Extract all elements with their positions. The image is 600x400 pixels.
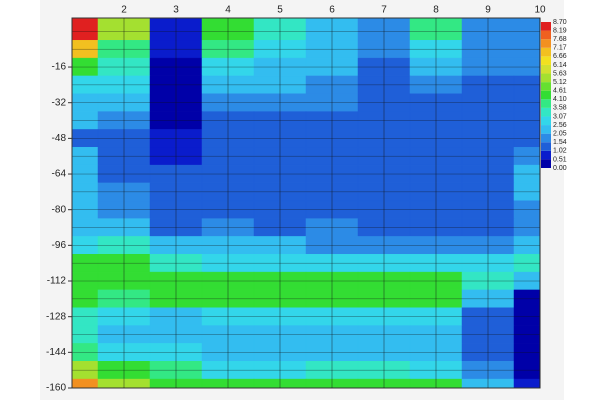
colorbar-label: 7.68 (553, 36, 567, 43)
y-tick-label: -16 (52, 62, 67, 73)
colorbar-label: 2.56 (553, 122, 567, 129)
colorbar-label: 0.51 (553, 156, 567, 163)
colorbar-swatch (541, 133, 551, 143)
colorbar-label: 1.54 (553, 139, 567, 146)
colorbar-label: 0.00 (553, 165, 567, 172)
colorbar-swatch (541, 116, 551, 126)
colorbar-label: 3.07 (553, 113, 567, 120)
colorbar-swatch (541, 125, 551, 134)
colorbar-label: 1.02 (553, 148, 567, 155)
x-tick-label: 6 (329, 5, 335, 16)
colorbar-label: 8.19 (553, 27, 567, 34)
x-tick-label: 4 (225, 5, 231, 16)
y-tick-label: -128 (46, 311, 66, 322)
x-tick-label: 8 (433, 5, 439, 16)
y-tick-label: -64 (52, 169, 67, 180)
y-tick-label: -96 (52, 240, 67, 251)
colorbar-label: 6.66 (553, 53, 567, 60)
colorbar-swatch (541, 142, 551, 151)
colorbar-swatch (541, 90, 551, 100)
x-tick-label: 7 (381, 5, 387, 16)
x-tick-label: 10 (534, 5, 546, 16)
contour-cell (513, 378, 541, 389)
colorbar-swatch (541, 56, 551, 65)
colorbar-swatch (541, 64, 551, 74)
colorbar-swatch (541, 150, 551, 160)
y-tick-label: -112 (47, 276, 67, 287)
colorbar-swatch (541, 39, 551, 48)
colorbar-label: 7.17 (553, 45, 567, 52)
colorbar-label: 4.61 (553, 88, 567, 95)
colorbar-label: 8.70 (553, 19, 567, 26)
colorbar-swatch (541, 82, 551, 91)
colorbar-label: 4.10 (553, 96, 567, 103)
colorbar-label: 2.05 (553, 130, 567, 137)
colorbar-swatch (541, 22, 551, 31)
y-tick-label: -48 (52, 133, 67, 144)
y-tick-label: -144 (46, 347, 66, 358)
x-tick-label: 5 (277, 5, 283, 16)
x-tick-label: 9 (485, 5, 491, 16)
colorbar-swatch (541, 99, 551, 108)
y-tick-label: -160 (46, 383, 66, 394)
overlay: 2 3 4 5 6 7 8 9 10 -16 -32 -48 -64 -80 -96 -112 -128 -144… (46, 5, 546, 394)
colorbar-label: 3.58 (553, 105, 567, 112)
colorbar-label: 6.14 (553, 62, 567, 69)
colorbar-label: 5.63 (553, 70, 567, 77)
colorbar-label: 5.12 (553, 79, 567, 86)
x-tick-label: 3 (173, 5, 179, 16)
contour-cell (513, 17, 541, 41)
x-tick-label: 2 (121, 5, 127, 16)
contour-cell (71, 378, 99, 389)
colorbar-swatch (541, 107, 551, 117)
colorbar-swatch (541, 73, 551, 83)
contour-field (71, 17, 541, 389)
y-tick-label: -80 (52, 204, 67, 215)
contour-cell (71, 17, 99, 41)
colorbar-swatch (541, 47, 551, 57)
colorbar-swatch (541, 159, 551, 168)
colorbar-swatch (541, 30, 551, 40)
y-tick-label: -32 (52, 97, 67, 108)
colorbar: 0.00 0.511.02 1.54 2.052.56 3.073.58 4.104.61… (541, 19, 567, 172)
